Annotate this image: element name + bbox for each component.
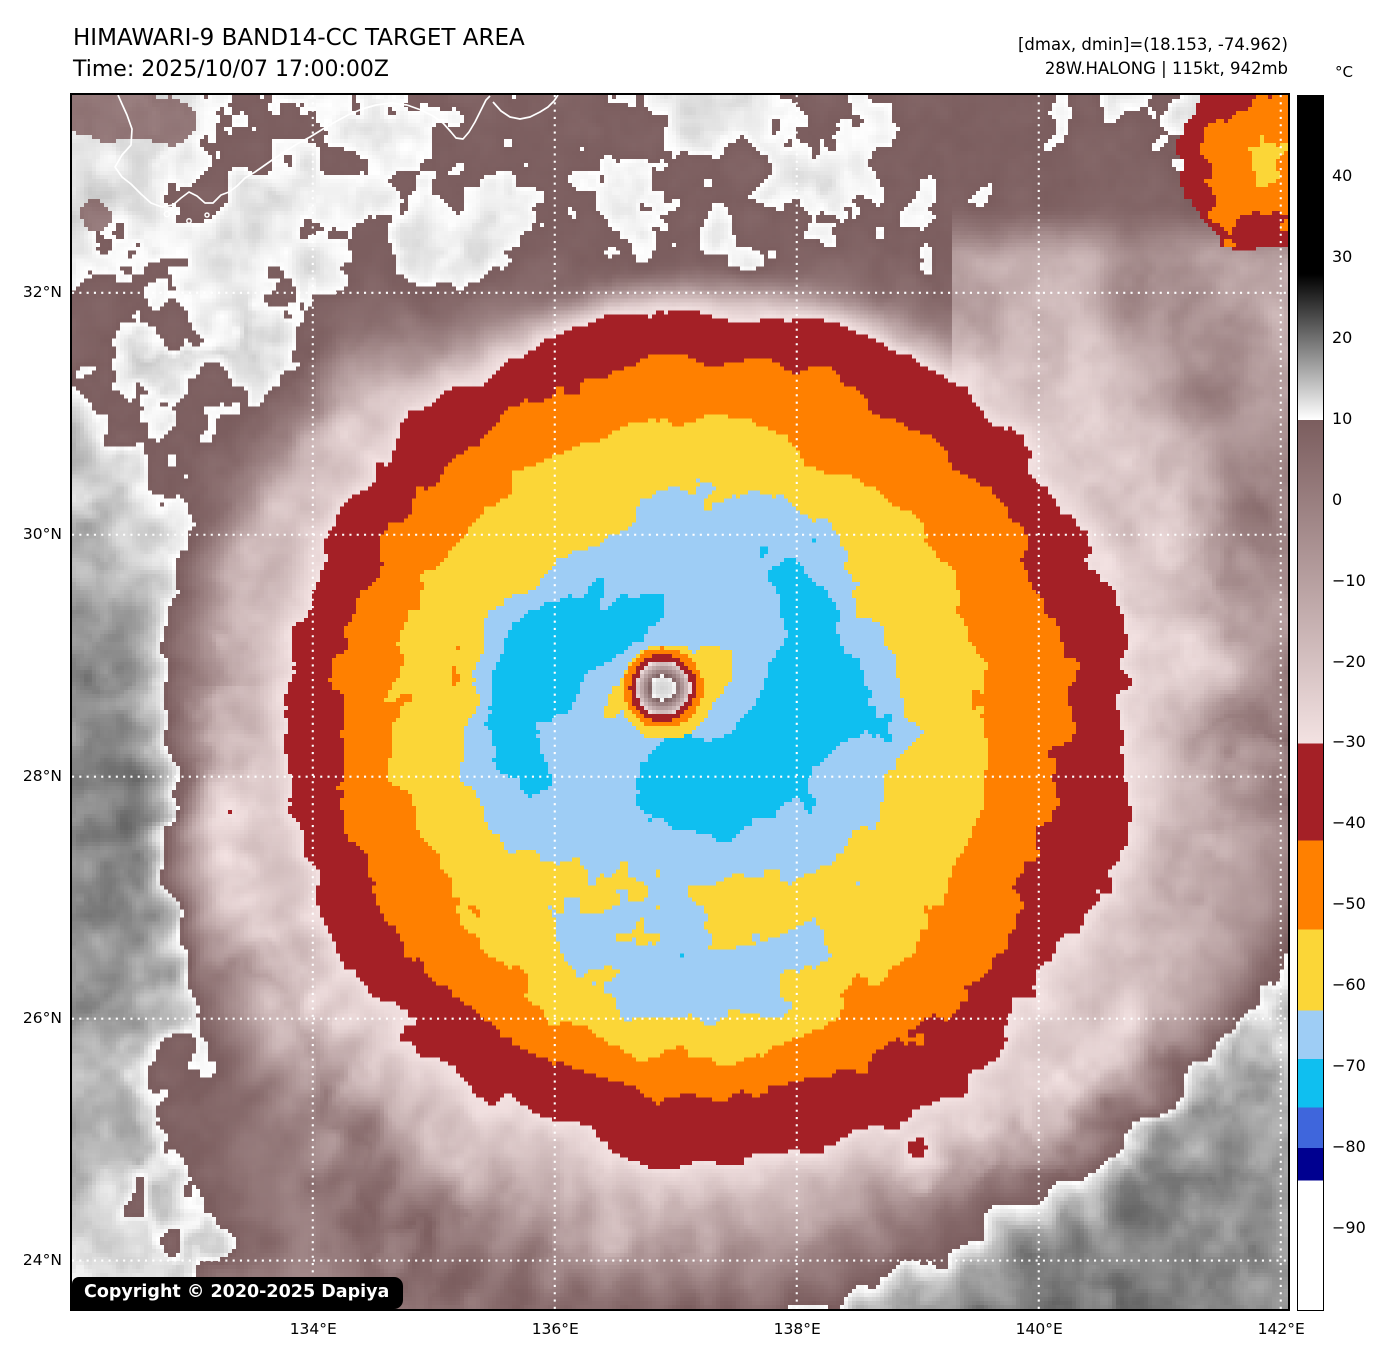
colorbar [1297,95,1324,1311]
island-outline [186,218,192,224]
storm-info-readout: 28W.HALONG | 115kt, 942mb [1044,59,1288,78]
lon-tick-label: 142°E [1257,1320,1305,1338]
colorbar-tick-label: 40 [1332,165,1353,185]
colorbar-tick-label: −20 [1332,651,1366,671]
lon-tick-label: 136°E [531,1320,579,1338]
lat-tick-label: 24°N [22,1251,62,1270]
lat-tick-label: 26°N [22,1009,62,1028]
colorbar-unit-label: °C [1335,63,1353,81]
colorbar-tick-label: −40 [1332,813,1366,833]
lat-tick-label: 32°N [22,283,62,302]
satellite-map: Copyright © 2020-2025 Dapiya [70,93,1290,1311]
colorbar-tick-label: −10 [1332,570,1366,590]
colorbar-tick-label: −90 [1332,1218,1366,1238]
island-outline [163,210,171,218]
figure-time-subtitle: Time: 2025/10/07 17:00:00Z [73,57,389,82]
colorbar-tick-label: 10 [1332,408,1353,428]
lon-tick-label: 140°E [1015,1320,1063,1338]
colorbar-tick-label: 20 [1332,327,1353,347]
lat-tick-label: 28°N [22,767,62,786]
lon-tick-label: 134°E [289,1320,337,1338]
latlon-gridlines [72,95,1288,1309]
coastline [114,95,559,224]
colorbar-tick-label: −70 [1332,1056,1366,1076]
coastline-path [114,95,491,208]
satellite-ir-image [72,95,1288,1309]
copyright-badge: Copyright © 2020-2025 Dapiya [72,1277,404,1309]
colorbar-tick-label: 0 [1332,489,1343,509]
island-outline [204,212,210,218]
colorbar-tick-label: −80 [1332,1137,1366,1157]
figure-title: HIMAWARI-9 BAND14-CC TARGET AREA [73,25,525,51]
coastline-path [492,95,559,120]
lat-tick-label: 30°N [22,525,62,544]
colorbar-tick-label: 30 [1332,246,1353,266]
colorbar-tick-label: −30 [1332,732,1366,752]
colorbar-tick-label: −60 [1332,975,1366,995]
map-overlay [72,95,1288,1309]
colorbar-tick-label: −50 [1332,894,1366,914]
lon-tick-label: 138°E [773,1320,821,1338]
dmax-dmin-readout: [dmax, dmin]=(18.153, -74.962) [1018,35,1288,54]
